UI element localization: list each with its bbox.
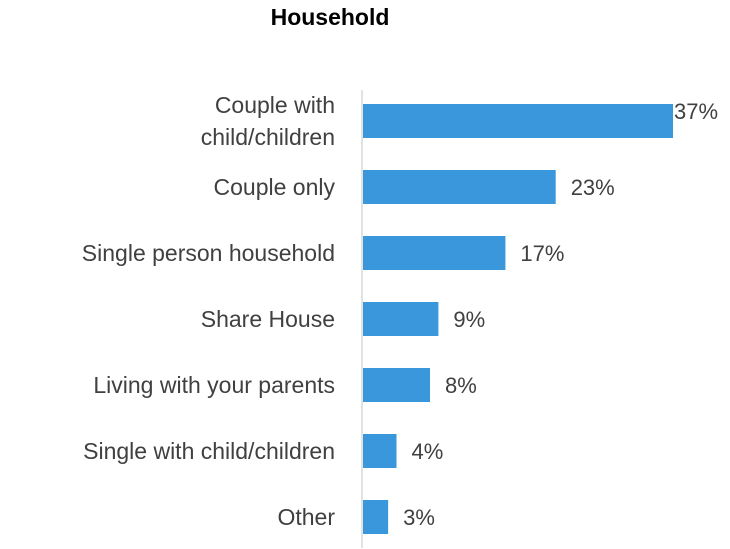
category-label-3: Share House <box>201 306 335 332</box>
chart-title: Household <box>270 4 390 30</box>
bar-3 <box>363 302 439 336</box>
bar-5 <box>363 434 397 468</box>
value-label-2: 17% <box>520 241 564 266</box>
bar-4 <box>363 368 431 402</box>
category-label-6: Other <box>277 504 335 530</box>
bar-6 <box>363 500 389 534</box>
value-label-3: 9% <box>453 307 485 332</box>
category-label-2: Single person household <box>82 240 335 266</box>
bar-1 <box>363 170 556 204</box>
value-label-0: 37% <box>674 99 718 124</box>
bar-2 <box>363 236 506 270</box>
value-label-6: 3% <box>403 505 435 530</box>
category-label-4: Living with your parents <box>93 372 335 398</box>
category-label-5: Single with child/children <box>83 438 335 464</box>
value-label-4: 8% <box>445 373 477 398</box>
category-label-1: Couple only <box>214 174 336 200</box>
value-label-1: 23% <box>571 175 615 200</box>
value-label-5: 4% <box>412 439 444 464</box>
bar-0 <box>363 104 673 138</box>
category-label-0: Couple with child/children <box>201 92 335 150</box>
